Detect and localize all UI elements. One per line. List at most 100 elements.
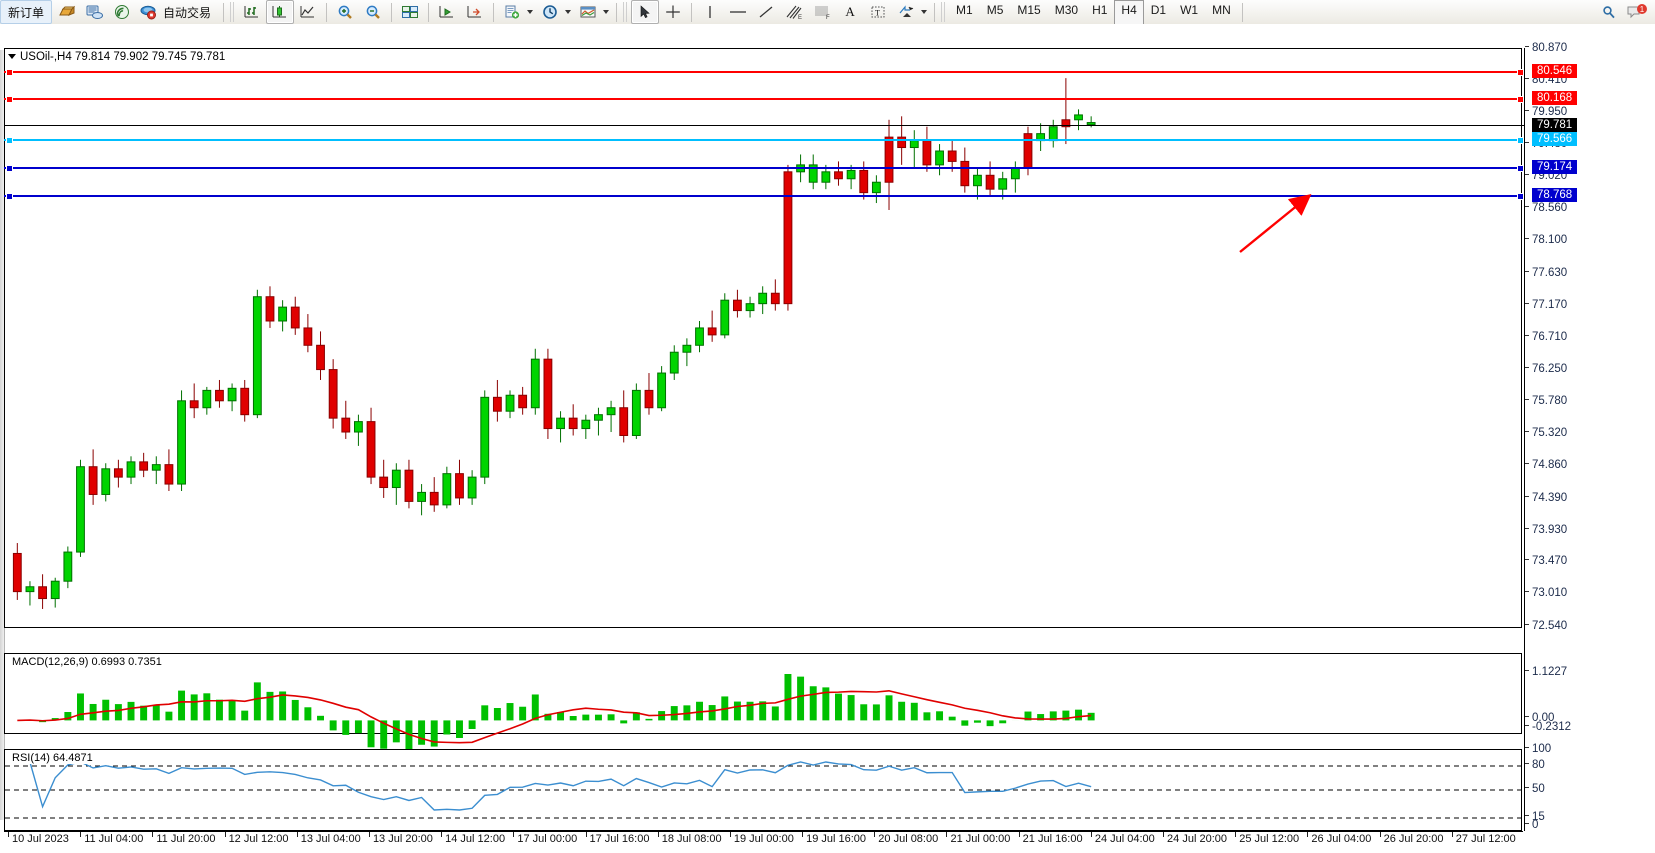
time-tick-label: 21 Jul 16:00: [1022, 833, 1083, 845]
macd-scale-label: 0.00: [1525, 712, 1554, 724]
timeframe-m1[interactable]: M1: [956, 2, 973, 17]
toolbar-divider-9: [1241, 2, 1243, 22]
price-badge-support[interactable]: 78.768: [1532, 187, 1578, 202]
period-clock-icon[interactable]: [536, 0, 564, 24]
time-tick-label: 20 Jul 08:00: [878, 833, 939, 845]
templates-icon[interactable]: [574, 0, 602, 24]
new-order-button[interactable]: 新订单: [0, 0, 53, 24]
cursor-icon[interactable]: [631, 0, 660, 24]
add-indicator-icon[interactable]: [498, 0, 526, 24]
time-tick-label: 19 Jul 16:00: [806, 833, 867, 845]
timeframe-w1[interactable]: W1: [1180, 2, 1199, 17]
price-tick: 76.250: [1525, 363, 1567, 375]
zoom-in-icon[interactable]: [331, 0, 359, 24]
price-badge-last-price[interactable]: 79.781: [1532, 117, 1578, 132]
templates-dropdown-icon[interactable]: [603, 10, 610, 14]
toolbar-grip-3[interactable]: [941, 2, 948, 22]
shift-chart-icon[interactable]: [433, 0, 461, 24]
time-tick-mark: [441, 832, 443, 837]
price-badge-resistance[interactable]: 80.546: [1532, 64, 1578, 79]
crosshair-icon[interactable]: [659, 0, 687, 24]
zoom-out-icon[interactable]: [359, 0, 387, 24]
toolbar-divider-5: [493, 2, 495, 22]
rsi-scale-label: 80: [1525, 759, 1545, 771]
timeframe-m15[interactable]: M15: [1017, 2, 1041, 17]
horizontal-line-icon[interactable]: [724, 0, 752, 24]
terminal-icon[interactable]: [80, 0, 108, 24]
time-tick-mark: [368, 832, 370, 837]
arrows-dropdown-icon[interactable]: [921, 10, 928, 14]
equidistant-channel-icon[interactable]: E: [780, 0, 808, 24]
macd-label: MACD(12,26,9) 0.6993 0.7351: [10, 656, 164, 668]
signal-icon[interactable]: [108, 0, 136, 24]
notification-count: 1: [1640, 5, 1645, 14]
timeframe-h1[interactable]: H1: [1092, 2, 1108, 17]
price-tick: 79.950: [1525, 106, 1567, 118]
price-tick: 74.390: [1525, 492, 1567, 504]
macd-scale-label: -0.2312: [1525, 721, 1571, 733]
fibonacci-icon[interactable]: F: [808, 0, 836, 24]
vertical-line-icon[interactable]: [696, 0, 724, 24]
time-tick-label: 27 Jul 12:00: [1455, 833, 1516, 845]
timeframe-m30[interactable]: M30: [1054, 2, 1079, 17]
time-tick-label: 13 Jul 20:00: [372, 833, 433, 845]
toolbar-divider: [223, 2, 225, 22]
time-tick-mark: [8, 832, 9, 837]
search-icon[interactable]: [1595, 0, 1623, 24]
time-tick-mark: [1307, 832, 1309, 837]
time-tick-mark: [1451, 832, 1453, 837]
tile-windows-icon[interactable]: [396, 0, 424, 24]
price-tick: 78.560: [1525, 202, 1567, 214]
toolbar-divider-4: [428, 2, 430, 22]
macd-scale-label: 1.1227: [1525, 666, 1567, 678]
timeframe-h4[interactable]: H4: [1114, 0, 1144, 25]
price-tick: 76.710: [1525, 331, 1567, 343]
period-dropdown-icon[interactable]: [565, 10, 572, 14]
price-tick: 75.320: [1525, 427, 1567, 439]
toolbar-grip[interactable]: [230, 2, 237, 22]
time-tick-mark: [80, 832, 82, 837]
time-tick-mark: [585, 832, 587, 837]
timeframe-m5[interactable]: M5: [986, 2, 1004, 17]
chart-dropdown-icon[interactable]: [8, 54, 16, 59]
price-badge-resistance[interactable]: 80.168: [1532, 90, 1578, 105]
timeframe-mn[interactable]: MN: [1212, 2, 1231, 17]
text-tool-icon[interactable]: A: [845, 4, 855, 19]
bar-chart-icon[interactable]: [238, 0, 266, 24]
time-tick-mark: [946, 832, 948, 837]
add-indicator-dropdown-icon[interactable]: [527, 10, 534, 14]
timeframe-d1[interactable]: D1: [1150, 2, 1167, 17]
chart-area[interactable]: USOil-,H4 79.814 79.902 79.745 79.781 MA…: [0, 24, 1655, 845]
price-badge-level[interactable]: 79.566: [1532, 132, 1578, 147]
toolbar-divider-6: [616, 2, 618, 22]
svg-text:F: F: [826, 15, 830, 20]
price-badge-support[interactable]: 79.174: [1532, 159, 1578, 174]
price-axis[interactable]: 80.87080.41079.95079.48079.02078.56078.1…: [1524, 42, 1655, 831]
trendline-icon[interactable]: [752, 0, 780, 24]
autotrade-label: 自动交易: [163, 5, 212, 20]
price-tick: 77.170: [1525, 299, 1567, 311]
rsi-panel[interactable]: RSI(14) 64.4871: [4, 749, 1522, 831]
price-panel[interactable]: [4, 48, 1522, 628]
toolbar-grip-2[interactable]: [623, 2, 630, 22]
time-axis[interactable]: 10 Jul 2023 11 Jul 04:00 11 Jul 20:00 12 Ju…: [4, 831, 1523, 853]
macd-panel[interactable]: MACD(12,26,9) 0.6993 0.7351: [4, 653, 1522, 750]
auto-scroll-icon[interactable]: [461, 0, 489, 24]
time-tick-label: 21 Jul 00:00: [950, 833, 1011, 845]
price-tick: 78.100: [1525, 234, 1567, 246]
chart-symbol-header: USOil-,H4 79.814 79.902 79.745 79.781: [8, 51, 225, 63]
time-tick-mark: [513, 832, 515, 837]
line-chart-icon[interactable]: [294, 0, 322, 24]
notifications-icon[interactable]: 1: [1623, 0, 1651, 24]
time-tick-label: 11 Jul 04:00: [84, 833, 144, 845]
time-tick-mark: [802, 832, 804, 837]
time-tick-mark: [1163, 832, 1165, 837]
gold-bar-icon[interactable]: [52, 0, 80, 24]
time-tick-label: 13 Jul 04:00: [300, 833, 361, 845]
arrows-shapes-icon[interactable]: [892, 0, 920, 24]
candlestick-chart-icon[interactable]: [266, 0, 295, 24]
time-tick-label: 24 Jul 04:00: [1094, 833, 1155, 845]
text-label-icon[interactable]: T: [864, 0, 892, 24]
main-toolbar: 新订单: [0, 0, 1655, 25]
autotrade-button[interactable]: 自动交易: [136, 0, 219, 24]
